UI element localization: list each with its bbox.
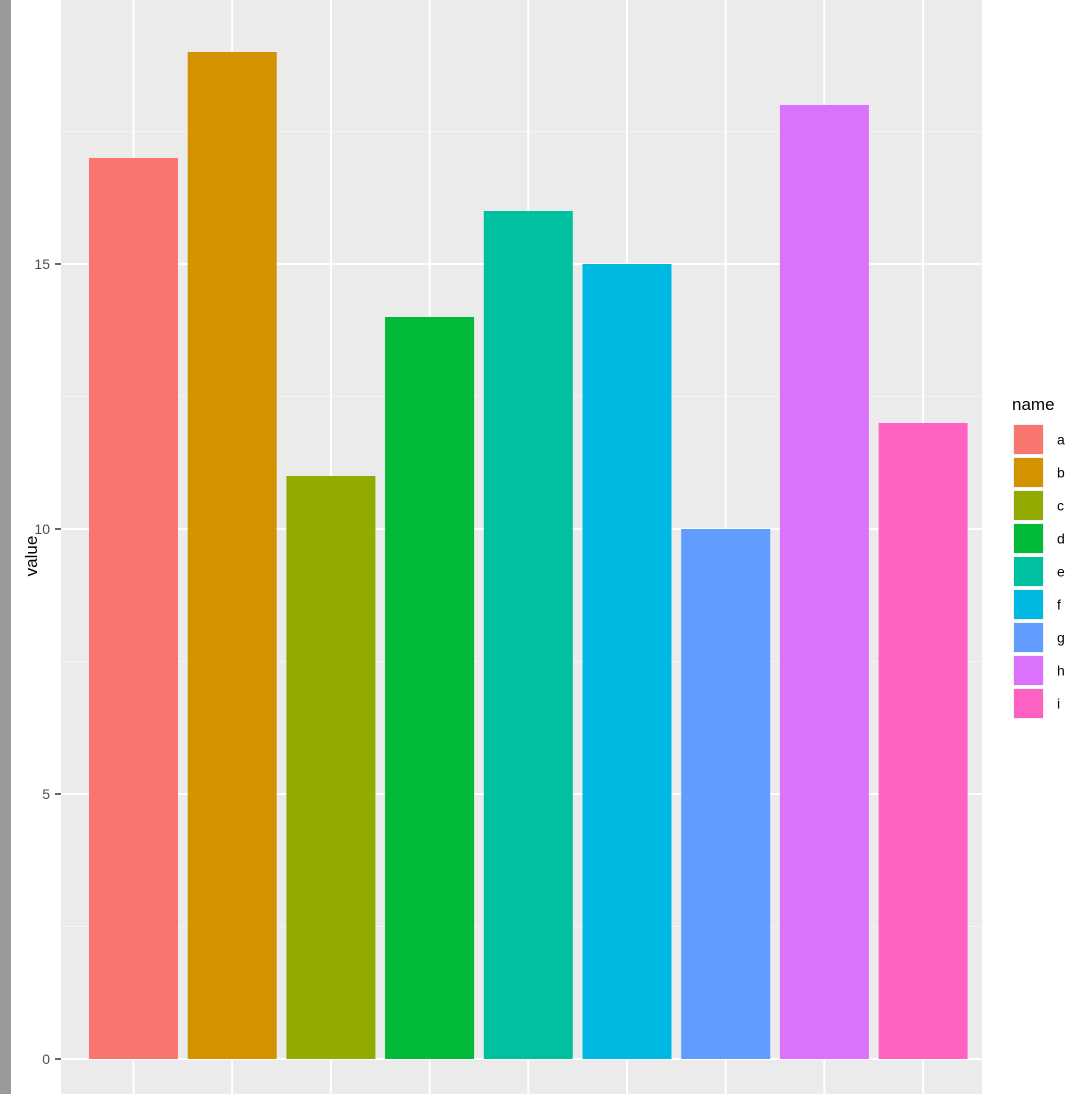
legend-label-b: b (1057, 465, 1065, 481)
window-edge (0, 0, 11, 1094)
bar-e (483, 211, 573, 1059)
legend-swatch-h (1014, 656, 1043, 685)
legend-title: name (1012, 395, 1055, 414)
bar-i (878, 423, 968, 1059)
legend-label-g: g (1057, 630, 1065, 646)
legend-label-e: e (1057, 564, 1065, 580)
bar-h (779, 105, 869, 1059)
legend-label-c: c (1057, 498, 1064, 514)
y-tick-label: 5 (42, 786, 50, 802)
legend-label-d: d (1057, 531, 1065, 547)
legend-swatch-g (1014, 623, 1043, 652)
y-tick-label: 15 (34, 256, 50, 272)
legend-swatch-a (1014, 425, 1043, 454)
legend-label-f: f (1057, 597, 1061, 613)
legend-label-i: i (1057, 696, 1060, 712)
bars (89, 52, 968, 1059)
bar-f (582, 264, 672, 1059)
bar-b (187, 52, 277, 1059)
y-axis: 0 5 10 15 (34, 256, 61, 1067)
y-axis-title: value (22, 536, 41, 577)
y-tick-label: 10 (34, 521, 50, 537)
legend-swatch-e (1014, 557, 1043, 586)
bar-g (681, 529, 771, 1059)
legend-swatch-d (1014, 524, 1043, 553)
legend-swatch-i (1014, 689, 1043, 718)
legend-label-a: a (1057, 432, 1065, 448)
bar-d (385, 317, 475, 1059)
bar-a (89, 158, 178, 1059)
legend-swatch-f (1014, 590, 1043, 619)
legend: name a b c d e f g h i (1012, 395, 1065, 719)
legend-swatch-b (1014, 458, 1043, 487)
legend-label-h: h (1057, 663, 1065, 679)
y-tick-label: 0 (42, 1051, 50, 1067)
bar-c (286, 476, 376, 1059)
legend-swatch-c (1014, 491, 1043, 520)
